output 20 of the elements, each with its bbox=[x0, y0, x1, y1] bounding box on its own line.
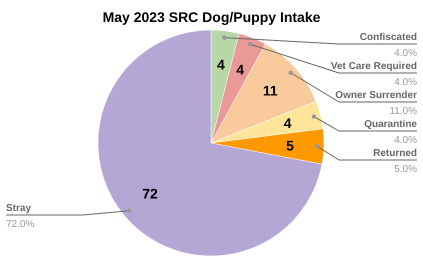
slice-label: Vet Care Required bbox=[330, 61, 417, 72]
text: 72.0% bbox=[6, 219, 34, 230]
text: 4.0% bbox=[394, 135, 418, 146]
text: 5.0% bbox=[394, 164, 418, 175]
slice-label: Stray bbox=[6, 203, 32, 214]
data-label: 4 bbox=[236, 61, 244, 78]
text: 11.0% bbox=[389, 106, 418, 117]
slice-label: Confiscated bbox=[360, 32, 417, 43]
chart-title: May 2023 SRC Dog/Puppy Intake bbox=[102, 9, 321, 25]
data-label: 72 bbox=[142, 185, 158, 202]
data-label: 4 bbox=[284, 115, 292, 132]
data-label: 11 bbox=[262, 82, 278, 99]
text: 4.0% bbox=[394, 48, 418, 59]
slice-label: Quarantine bbox=[364, 119, 418, 130]
data-label: 5 bbox=[286, 137, 294, 154]
pie-slice bbox=[98, 30, 322, 256]
data-label: 4 bbox=[217, 56, 226, 72]
slice-label: Owner Surrender bbox=[335, 90, 418, 101]
slice-label: Returned bbox=[373, 148, 417, 159]
text: 4.0% bbox=[394, 77, 418, 88]
